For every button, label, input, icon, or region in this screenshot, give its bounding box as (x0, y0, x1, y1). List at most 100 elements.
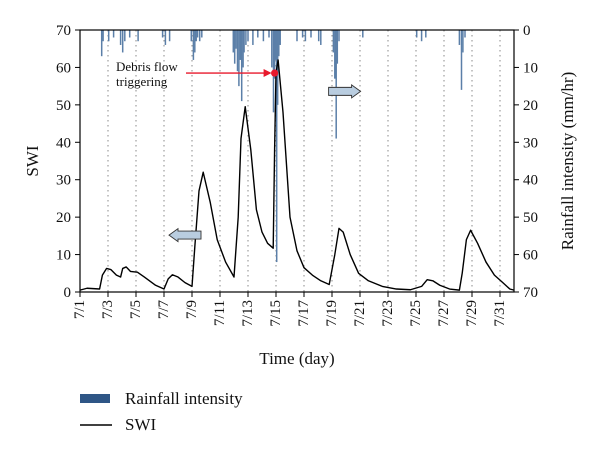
legend-swatch-rainfall (80, 394, 110, 403)
rainfall-bar (274, 30, 277, 60)
annotation-arrow-head (263, 69, 272, 78)
rainfall-bar (335, 30, 337, 139)
rainfall-bar (201, 30, 203, 38)
rainfall-bar (276, 30, 279, 105)
rainfall-bar (278, 30, 280, 57)
rainfall-bar (238, 30, 240, 87)
rainfall-bar (121, 30, 124, 53)
y-right-tick-label: 70 (523, 285, 538, 301)
rainfall-bar (334, 30, 336, 79)
legend: Rainfall intensity SWI (80, 389, 243, 434)
x-tick-label: 7/27 (436, 300, 452, 327)
rainfall-bar (247, 30, 249, 42)
rainfall-bar (464, 30, 466, 38)
rainfall-bar (168, 30, 171, 42)
x-tick-label: 7/31 (492, 300, 508, 327)
rainfall-bar (273, 30, 276, 79)
rainfall-bar (233, 30, 236, 64)
rainfall-bar (317, 30, 320, 42)
rainfall-bar (119, 30, 122, 45)
rainfall-bar (195, 30, 197, 42)
rainfall-bar (362, 30, 364, 38)
rainfall-bar (100, 30, 103, 57)
rainfall-series (100, 30, 466, 263)
rainfall-bar (336, 30, 339, 64)
rainfall-bar (190, 30, 193, 42)
x-tick-label: 7/21 (352, 300, 368, 327)
y-right-tick-label: 60 (523, 248, 538, 264)
legend-label-rainfall: Rainfall intensity (125, 389, 243, 408)
y-left-tick-label: 50 (56, 98, 71, 114)
x-tick-label: 7/29 (464, 300, 480, 327)
rainfall-bar (161, 30, 164, 38)
x-tick-label: 7/23 (380, 300, 396, 327)
arrow-left-icon (168, 227, 202, 243)
x-tick-label: 7/5 (128, 300, 144, 319)
rainfall-bar (420, 30, 423, 42)
rainfall-bar (262, 30, 265, 42)
x-tick-label: 7/15 (268, 300, 284, 327)
rainfall-bar (198, 30, 201, 42)
rainfall-bar (275, 30, 278, 263)
y-right-tick-label: 10 (523, 60, 538, 76)
rainfall-bar (235, 30, 237, 49)
rainfall-bar (194, 30, 196, 53)
rainfall-bar (245, 30, 247, 45)
x-tick-label: 7/3 (100, 300, 116, 319)
rainfall-bar (243, 30, 245, 53)
rainfall-bar (232, 30, 235, 53)
annotation-text-line2: triggering (116, 74, 168, 89)
y-left-tick-label: 20 (56, 210, 71, 226)
rainfall-bar (304, 30, 307, 42)
rainfall-bar (196, 30, 199, 38)
rainfall-bar (102, 30, 104, 42)
rainfall-bar (279, 30, 281, 45)
y-left-tick-label: 0 (64, 285, 72, 301)
x-tick-label: 7/7 (156, 300, 172, 320)
rainfall-bar (301, 30, 304, 38)
rainfall-bar (268, 30, 270, 38)
y-left-tick-label: 30 (56, 173, 71, 189)
y-left-tick-label: 10 (56, 248, 71, 264)
swi-line (79, 59, 515, 291)
rainfall-bar (128, 30, 131, 38)
rainfall-bar (320, 30, 322, 45)
y-right-tick-label: 30 (523, 135, 538, 151)
rainfall-bar (460, 30, 463, 90)
rainfall-bar (124, 30, 126, 42)
rainfall-bar (137, 30, 139, 42)
rainfall-bar (415, 30, 418, 38)
rainfall-bar (338, 30, 340, 42)
y-left-tick-label: 70 (56, 23, 71, 39)
x-axis-title: Time (day) (259, 349, 334, 368)
x-tick-label: 7/19 (324, 300, 340, 327)
y-left-tick-label: 40 (56, 135, 71, 151)
rainfall-bar (296, 30, 298, 42)
legend-label-swi: SWI (125, 415, 157, 434)
rainfall-bar (107, 30, 110, 42)
x-tick-label: 7/25 (408, 300, 424, 327)
rainfall-bar (257, 30, 259, 38)
rainfall-bar (252, 30, 254, 45)
y-right-tick-label: 20 (523, 98, 538, 114)
x-tick-label: 7/9 (184, 300, 200, 319)
rainfall-bar (236, 30, 239, 72)
annotation-text-line1: Debris flow (116, 59, 178, 74)
rainfall-bar (310, 30, 312, 38)
x-tick-label: 7/1 (72, 300, 88, 319)
rainfall-bar (239, 30, 242, 60)
y-right-tick-label: 40 (523, 173, 538, 189)
y-right-tick-label: 50 (523, 210, 538, 226)
arrow-right-icon (328, 84, 362, 99)
rainfall-bar (462, 30, 464, 53)
rainfall-bar (240, 30, 243, 102)
rainfall-bar (192, 30, 195, 60)
x-tick-label: 7/17 (296, 300, 312, 327)
axis-ticks: 7/1 7/3 7/5 7/7 7/9 7/11 7/13 7/15 7/17 7/19 7/21 7… (56, 23, 538, 327)
rainfall-bar (425, 30, 427, 38)
y-right-tick-label: 0 (523, 23, 531, 39)
y-left-tick-label: 60 (56, 60, 71, 76)
